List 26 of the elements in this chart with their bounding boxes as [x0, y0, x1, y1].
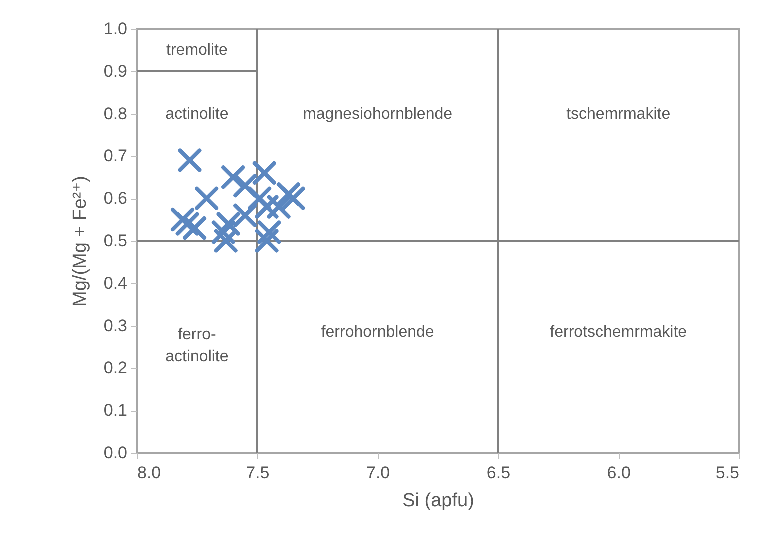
- annotation: ferro- actinolite: [166, 326, 229, 366]
- x-tick-label: 6.0: [607, 464, 631, 482]
- y-tick-label: 0.4: [104, 274, 128, 293]
- y-axis-title: Mg/(Mg + Fe²⁺): [70, 176, 91, 307]
- annotation: actinolite: [166, 106, 229, 123]
- y-tick-label: 0.3: [104, 316, 128, 336]
- x-tick-label: 8.0: [138, 464, 162, 482]
- x-tick-label: 5.5: [716, 464, 740, 482]
- annotation: magnesiohornblende: [303, 106, 453, 123]
- y-tick-label: 1.0: [104, 20, 128, 38]
- y-tick-label: 0.2: [104, 358, 128, 378]
- y-tick-label: 0.6: [104, 189, 128, 208]
- annotation: ferrohornblende: [321, 324, 434, 342]
- y-tick-label: 0.7: [104, 146, 128, 166]
- y-tick-label: 0.9: [104, 62, 128, 81]
- y-tick-label: 0.1: [104, 401, 128, 420]
- y-tick-label: 0.8: [104, 104, 128, 124]
- annotation: tremolite: [166, 42, 228, 60]
- y-tick-label: 0.0: [104, 444, 128, 462]
- x-tick-label: 7.5: [246, 464, 270, 482]
- annotation: tschemrmakite: [566, 106, 671, 123]
- x-axis-title: Si (apfu): [402, 490, 474, 512]
- x-tick-label: 7.0: [366, 464, 390, 482]
- y-tick-label: 0.5: [104, 232, 128, 250]
- annotation: ferrotschemrmakite: [550, 324, 688, 342]
- x-tick-label: 6.5: [486, 464, 511, 482]
